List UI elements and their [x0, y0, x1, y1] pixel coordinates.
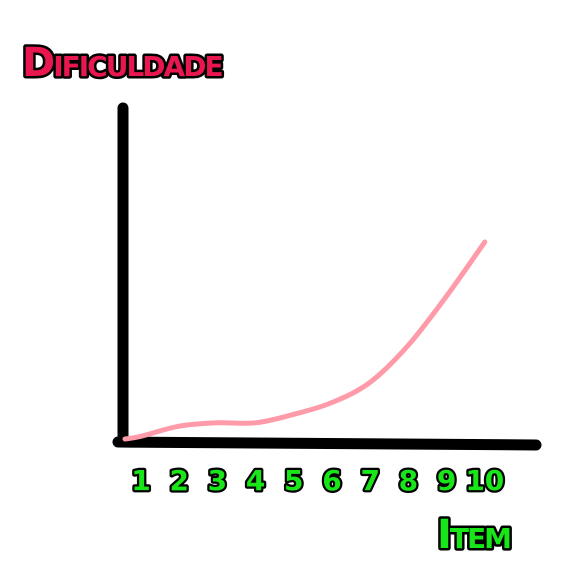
series-line — [122, 239, 488, 442]
x-tick-label: 9 — [437, 464, 456, 497]
x-tick-label: 5 — [284, 464, 303, 497]
x-tick-label: 1 — [131, 464, 150, 497]
x-tick-label: 6 — [322, 464, 341, 497]
x-tick-label: 8 — [399, 464, 418, 497]
x-tick-labels: 1 2 3 4 5 6 7 8 9 10 — [129, 462, 507, 500]
y-axis-label: Dificuldade — [22, 40, 222, 86]
x-tick-label: 7 — [360, 464, 379, 497]
x-tick-label: 3 — [208, 464, 227, 497]
series-layer — [122, 239, 488, 442]
x-tick-label: 2 — [169, 464, 188, 497]
x-tick-label: 4 — [246, 464, 265, 497]
axes — [112, 102, 542, 451]
x-axis-line — [112, 436, 542, 451]
x-tick-label: 10 — [465, 464, 504, 497]
x-axis-label: Item — [437, 512, 510, 558]
